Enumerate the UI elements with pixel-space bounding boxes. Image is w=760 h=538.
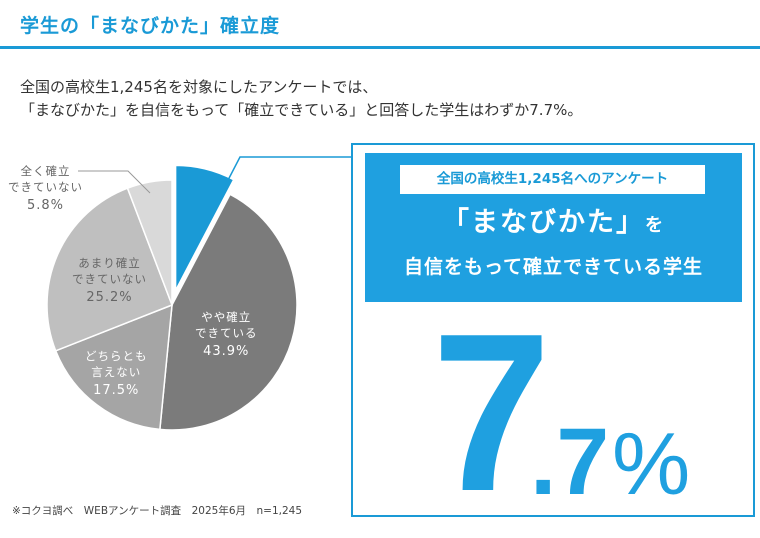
leader-line xyxy=(78,170,151,194)
highlight-subheading: 自信をもって確立できている学生 xyxy=(403,256,704,278)
slice-label-somewhat: やや確立 できている 43.9% xyxy=(195,310,258,359)
pie-slice xyxy=(46,187,173,352)
lead-line-1: 全国の高校生1,245名を対象にしたアンケートでは、 xyxy=(20,78,378,96)
big-number-dec: .7 xyxy=(530,409,610,515)
pie-chart xyxy=(46,156,352,431)
big-number-pct: % xyxy=(612,414,691,513)
slice-label-not-much: あまり確立 できていない 25.2% xyxy=(72,256,147,305)
title-underline xyxy=(0,46,760,49)
lead-text: 全国の高校生1,245名を対象にしたアンケートでは、 「まなびかた」を自信をもっ… xyxy=(20,76,582,122)
page-title: 学生の「まなびかた」確立度 xyxy=(20,15,281,37)
survey-pill: 全国の高校生1,245名へのアンケート xyxy=(400,165,705,194)
pie-slice xyxy=(159,193,298,431)
highlight-panel xyxy=(351,143,755,517)
slice-label-neither: どちらとも 言えない 17.5% xyxy=(85,349,148,398)
pie-slice xyxy=(54,303,173,431)
callout-line xyxy=(225,156,352,185)
lead-line-2: 「まなびかた」を自信をもって「確立できている」と回答した学生はわずか7.7%。 xyxy=(20,101,583,119)
slice-label-not-at-all: 全く確立 できていない 5.8% xyxy=(8,164,83,213)
big-number-int: 7 xyxy=(432,286,551,538)
pie-slice xyxy=(126,179,173,306)
footnote: ※コクヨ調べ WEBアンケート調査 2025年6月 n=1,245 xyxy=(12,505,303,517)
highlight-heading: 「まなびかた」を xyxy=(442,207,665,238)
pie-slice xyxy=(174,164,235,291)
